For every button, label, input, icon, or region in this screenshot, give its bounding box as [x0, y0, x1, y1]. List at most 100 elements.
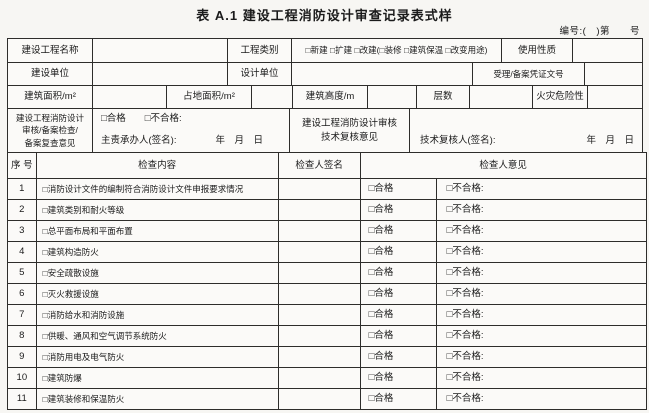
usage-value	[572, 38, 643, 63]
check-pass-checkbox: □合格	[359, 346, 437, 368]
check-row-no: 2	[7, 199, 37, 221]
check-row: 4 □建筑构造防火 □合格 □不合格:	[7, 241, 647, 263]
check-row-content: □建筑防爆	[35, 367, 279, 389]
check-fail-checkbox: □不合格:	[435, 325, 647, 347]
check-row-no: 7	[7, 304, 37, 326]
check-pass-checkbox: □合格	[359, 325, 437, 347]
check-fail-checkbox: □不合格:	[435, 304, 647, 326]
check-row-no: 9	[7, 346, 37, 368]
check-row-content: □总平面布局和平面布置	[35, 220, 279, 242]
check-row-signer-cell	[277, 283, 361, 305]
check-row-content: □安全疏散设施	[35, 262, 279, 284]
check-row-content: □建筑构造防火	[35, 241, 279, 263]
check-pass-checkbox: □合格	[359, 178, 437, 200]
check-row: 7 □消防给水和消防设施 □合格 □不合格:	[7, 304, 647, 326]
check-row-signer-cell	[277, 304, 361, 326]
check-row: 2 □建筑类别和耐火等级 □合格 □不合格:	[7, 199, 647, 221]
building-height-label: 建筑高度/m	[292, 85, 368, 109]
header-opinion: 检查人意见	[359, 152, 647, 179]
check-row-signer-cell	[277, 241, 361, 263]
floor-area-label: 建筑面积/m²	[7, 85, 93, 109]
check-row-content: □消防给水和消防设施	[35, 304, 279, 326]
acceptance-no-label: 受理/备案凭证文号	[472, 62, 585, 86]
opinion-row: 建设工程消防设计 审核/备案检查/ 备案复查意见 □合格 □不合格: 主责承办人…	[7, 108, 643, 153]
fire-hazard-label: 火灾危险性	[532, 85, 588, 109]
check-fail-checkbox: □不合格:	[435, 178, 647, 200]
checks-header-row: 序 号 检查内容 检查人签名 检查人意见	[7, 152, 647, 179]
check-row-no: 3	[7, 220, 37, 242]
check-pass-checkbox: □合格	[359, 220, 437, 242]
designer-label: 设计单位	[227, 62, 292, 86]
check-row-content: □建筑类别和耐火等级	[35, 199, 279, 221]
check-row-content: □供暖、通风和空气调节系统防火	[35, 325, 279, 347]
check-row-content: □消防设计文件的编制符合消防设计文件申报要求情况	[35, 178, 279, 200]
storeys-value	[469, 85, 533, 109]
check-row-no: 6	[7, 283, 37, 305]
review-opinion-label: 建设工程消防设计 审核/备案检查/ 备案复查意见	[7, 108, 93, 153]
review-signer-label: 主责承办人(签名):	[101, 135, 177, 147]
check-row: 8 □供暖、通风和空气调节系统防火 □合格 □不合格:	[7, 325, 647, 347]
building-height-value	[367, 85, 417, 109]
floor-area-value	[92, 85, 167, 109]
checks-table: 序 号 检查内容 检查人签名 检查人意见 1 □消防设计文件的编制符合消防设计文…	[7, 152, 647, 410]
check-row: 1 □消防设计文件的编制符合消防设计文件申报要求情况 □合格 □不合格:	[7, 178, 647, 200]
check-pass-checkbox: □合格	[359, 367, 437, 389]
check-row-content: □灭火救援设施	[35, 283, 279, 305]
header-signer: 检查人签名	[277, 152, 361, 179]
site-area-label: 占地面积/m²	[166, 85, 252, 109]
check-row-signer-cell	[277, 262, 361, 284]
usage-label: 使用性质	[501, 38, 573, 63]
header-content: 检查内容	[35, 152, 279, 179]
tech-review-date-label: 年 月 日	[586, 134, 634, 146]
project-name-value	[92, 38, 228, 63]
designer-value	[291, 62, 473, 86]
check-row-signer-cell	[277, 220, 361, 242]
check-fail-checkbox: □不合格:	[435, 283, 647, 305]
review-opinion-cell: □合格 □不合格: 主责承办人(签名): 年 月 日	[92, 108, 290, 153]
check-row-signer-cell	[277, 367, 361, 389]
project-name-label: 建设工程名称	[7, 38, 93, 63]
acceptance-no-value	[584, 62, 643, 86]
check-row: 11 □建筑装修和保温防火 □合格 □不合格:	[7, 388, 647, 410]
check-fail-checkbox: □不合格:	[435, 388, 647, 410]
builder-value	[92, 62, 228, 86]
check-pass-checkbox: □合格	[359, 304, 437, 326]
check-pass-checkbox: □合格	[359, 283, 437, 305]
check-pass-checkbox: □合格	[359, 388, 437, 410]
project-type-options: □新建 □扩建 □改建(□装修 □建筑保温 □改变用途)	[291, 38, 502, 63]
check-row-signer-cell	[277, 199, 361, 221]
review-date-label: 年 月 日	[215, 135, 263, 147]
form-table: 建设工程名称 工程类别 □新建 □扩建 □改建(□装修 □建筑保温 □改变用途)…	[7, 38, 647, 410]
check-row-content: □消防用电及电气防火	[35, 346, 279, 368]
storeys-label: 层数	[416, 85, 470, 109]
info-row-3: 建筑面积/m² 占地面积/m² 建筑高度/m 层数 火灾危险性	[7, 85, 643, 109]
fire-hazard-value	[587, 85, 643, 109]
project-type-label: 工程类别	[227, 38, 292, 63]
check-row: 3 □总平面布局和平面布置 □合格 □不合格:	[7, 220, 647, 242]
check-row-signer-cell	[277, 346, 361, 368]
info-row-2: 建设单位 设计单位 受理/备案凭证文号	[7, 62, 643, 86]
check-row-signer-cell	[277, 388, 361, 410]
tech-review-cell: 技术复核人(签名): 年 月 日	[409, 108, 643, 153]
check-row: 5 □安全疏散设施 □合格 □不合格:	[7, 262, 647, 284]
site-area-value	[251, 85, 293, 109]
check-row-no: 4	[7, 241, 37, 263]
check-fail-checkbox: □不合格:	[435, 367, 647, 389]
check-row-no: 11	[7, 388, 37, 410]
header-no: 序 号	[7, 152, 37, 179]
info-row-1: 建设工程名称 工程类别 □新建 □扩建 □改建(□装修 □建筑保温 □改变用途)…	[7, 38, 643, 63]
check-row-no: 5	[7, 262, 37, 284]
tech-review-signer-label: 技术复核人(签名):	[420, 134, 496, 146]
form-title: 表 A.1 建设工程消防设计审查记录表式样	[196, 8, 453, 23]
check-row-content: □建筑装修和保温防火	[35, 388, 279, 410]
check-pass-checkbox: □合格	[359, 262, 437, 284]
check-row-no: 1	[7, 178, 37, 200]
review-result-checkboxes: □合格 □不合格:	[101, 113, 182, 124]
check-fail-checkbox: □不合格:	[435, 241, 647, 263]
check-fail-checkbox: □不合格:	[435, 262, 647, 284]
check-row-no: 10	[7, 367, 37, 389]
form-number: 编号:( )第 号	[559, 26, 640, 37]
check-fail-checkbox: □不合格:	[435, 199, 647, 221]
check-pass-checkbox: □合格	[359, 241, 437, 263]
